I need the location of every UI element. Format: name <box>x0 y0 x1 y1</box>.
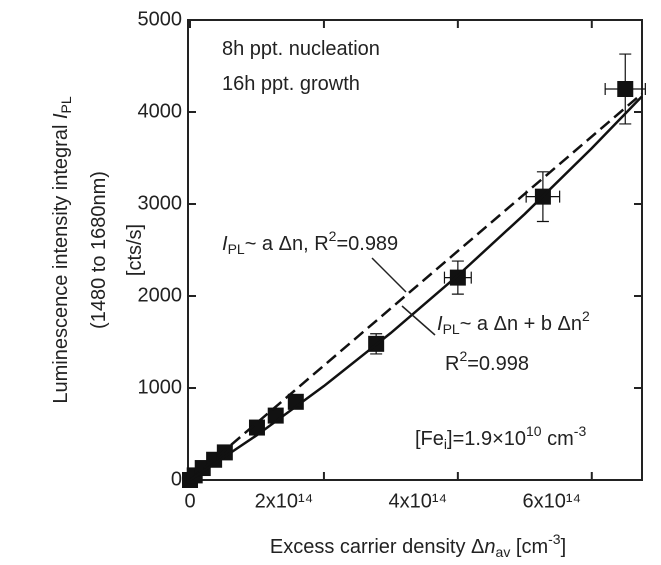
text-part: -3 <box>574 423 587 439</box>
y-axis-label: Luminescence intensity integral IPL <box>50 96 73 404</box>
text-part: PL <box>443 321 460 337</box>
text-part: 10 <box>526 423 542 439</box>
fit-line <box>189 95 643 482</box>
text-part: [Fe <box>415 428 444 450</box>
x-axis-label: Excess carrier density Δnav [cm-3] <box>270 531 566 560</box>
text-part: n <box>484 536 495 558</box>
y-tick-label: 0 <box>171 468 182 490</box>
data-point <box>216 444 233 461</box>
text-part: (1480 to 1680nm) <box>88 171 110 329</box>
x-tick-label: 6x10¹⁴ <box>522 490 581 512</box>
text-part: I <box>50 113 72 119</box>
text-part: [cm <box>510 536 548 558</box>
annotation: 8h ppt. nucleation <box>222 38 380 60</box>
plot-frame <box>187 19 643 481</box>
text-part: I <box>437 313 443 335</box>
pointer <box>401 305 436 336</box>
x-tick-label: 2x10¹⁴ <box>255 490 314 512</box>
text-part: [cts/s] <box>124 224 146 276</box>
y-tick-label: 2000 <box>138 284 183 306</box>
data-point <box>617 81 634 97</box>
text-part: PL <box>228 241 245 257</box>
text-part: 2 <box>329 228 337 244</box>
annotation: IPL~ a Δn + b Δn2 <box>437 308 590 337</box>
text-part: ~ a Δn, R <box>245 233 329 255</box>
data-point <box>287 393 304 410</box>
text-part: ] <box>561 536 567 558</box>
text-part: 16h ppt. growth <box>222 73 360 95</box>
y-tick-label: 3000 <box>138 192 183 214</box>
annotation: IPL~ a Δn, R2=0.989 <box>222 228 398 257</box>
annotation: [Fei]=1.9×1010 cm-3 <box>415 423 586 452</box>
text-part: -3 <box>548 531 561 547</box>
text-part: ~ a Δn + b Δn <box>460 313 582 335</box>
data-point <box>449 269 466 286</box>
annotation: 16h ppt. growth <box>222 73 360 95</box>
x-tick-label: 4x10¹⁴ <box>389 490 448 512</box>
text-part: R <box>445 353 459 375</box>
text-part: PL <box>58 96 74 113</box>
text-part: i <box>444 436 447 452</box>
pointer <box>371 257 407 293</box>
text-part: ]=1.9×10 <box>447 428 526 450</box>
text-part: cm <box>542 428 574 450</box>
x-tick-label: 0 <box>184 490 195 512</box>
text-part: Luminescence intensity integral <box>50 119 72 404</box>
y-tick-label: 1000 <box>138 376 183 398</box>
text-part: I <box>222 233 228 255</box>
fit-line <box>189 92 643 481</box>
text-part: av <box>496 544 511 560</box>
text-part: =0.989 <box>336 233 398 255</box>
text-part: =0.998 <box>467 353 529 375</box>
y-axis-label: [cts/s] <box>124 224 146 276</box>
text-part: 8h ppt. nucleation <box>222 38 380 60</box>
annotation: R2=0.998 <box>445 348 529 376</box>
text-part: 2 <box>582 308 590 324</box>
y-axis-label: (1480 to 1680nm) <box>88 171 110 329</box>
y-tick-label: 4000 <box>138 100 183 122</box>
text-part: 2 <box>459 348 467 364</box>
y-tick-label: 5000 <box>138 8 183 30</box>
text-part: Excess carrier density Δ <box>270 536 485 558</box>
